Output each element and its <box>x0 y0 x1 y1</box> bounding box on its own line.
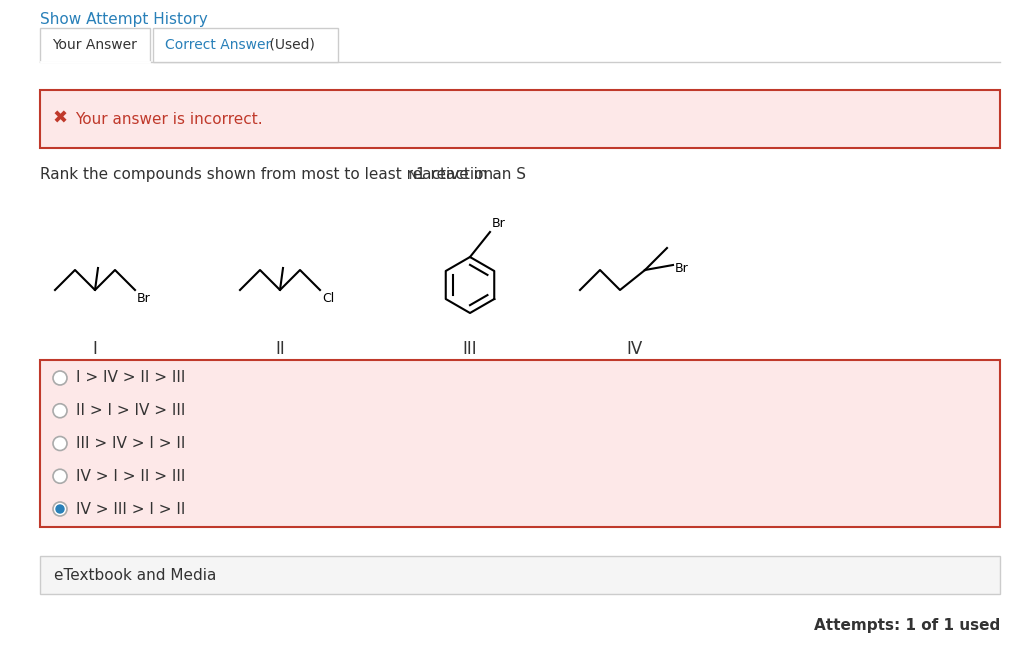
Text: 1 reaction.: 1 reaction. <box>415 167 498 182</box>
Text: Your answer is incorrect.: Your answer is incorrect. <box>75 111 263 127</box>
Text: Show Attempt History: Show Attempt History <box>40 12 208 27</box>
Circle shape <box>53 404 67 418</box>
Circle shape <box>53 371 67 385</box>
Bar <box>40 360 1000 527</box>
Text: II > I > IV > III: II > I > IV > III <box>76 403 186 418</box>
Text: II: II <box>275 340 285 358</box>
Text: Correct Answer: Correct Answer <box>165 38 271 52</box>
Bar <box>153 28 338 62</box>
Circle shape <box>53 469 67 483</box>
Text: Attempts: 1 of 1 used: Attempts: 1 of 1 used <box>813 618 1000 633</box>
Circle shape <box>56 505 64 513</box>
Text: I: I <box>93 340 98 358</box>
Text: Cl: Cl <box>322 292 334 305</box>
Text: III > IV > I > II: III > IV > I > II <box>76 436 186 451</box>
Bar <box>40 90 1000 148</box>
Text: (Used): (Used) <box>265 38 314 52</box>
Text: III: III <box>463 340 477 358</box>
Circle shape <box>53 437 67 450</box>
Text: eTextbook and Media: eTextbook and Media <box>54 567 217 582</box>
Text: I > IV > II > III: I > IV > II > III <box>76 371 186 386</box>
Text: Your Answer: Your Answer <box>53 38 137 52</box>
Text: Br: Br <box>137 292 151 305</box>
Text: Br: Br <box>492 217 506 230</box>
Text: IV: IV <box>627 340 643 358</box>
Text: N: N <box>409 171 418 181</box>
Text: IV > I > II > III: IV > I > II > III <box>76 468 186 484</box>
Bar <box>40 556 1000 594</box>
Circle shape <box>53 502 67 516</box>
Text: Br: Br <box>675 261 689 274</box>
Text: IV > III > I > II: IV > III > I > II <box>76 501 186 516</box>
Bar <box>40 28 149 62</box>
Text: Rank the compounds shown from most to least reactive in an S: Rank the compounds shown from most to le… <box>40 167 526 182</box>
Text: ✖: ✖ <box>53 110 68 128</box>
